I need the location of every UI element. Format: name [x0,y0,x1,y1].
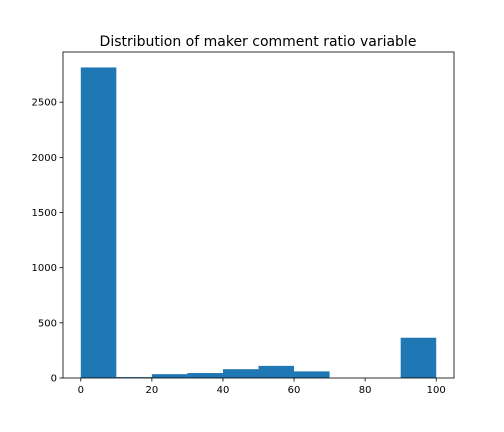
histogram-bar [258,365,295,378]
y-tick-label: 1500 [32,208,57,219]
histogram-bar [400,337,437,378]
x-tick-label: 100 [427,385,446,396]
x-tick-label: 0 [78,385,84,396]
x-tick-label: 20 [145,385,158,396]
y-tick-label: 1000 [32,263,57,274]
y-tick-label: 0 [51,374,57,385]
histogram-bar [116,377,152,378]
histogram-bar [80,67,117,378]
x-tick-label: 40 [217,385,230,396]
axes-frame [62,51,455,379]
y-axis: 0 500 1000 1500 2000 2500 [32,98,63,385]
y-tick-label: 2500 [32,98,57,109]
y-tick-label: 500 [38,318,57,329]
x-tick-label: 80 [359,385,372,396]
bars-group [80,67,437,378]
histogram-bar [187,373,223,378]
x-tick-label: 60 [288,385,301,396]
histogram-bar [294,371,330,378]
chart-title: Distribution of maker comment ratio vari… [100,34,417,50]
y-tick-label: 2000 [32,153,57,164]
histogram-bar [151,374,188,378]
histogram-bar [222,369,259,378]
x-axis: 0 20 40 60 80 100 [78,378,446,396]
